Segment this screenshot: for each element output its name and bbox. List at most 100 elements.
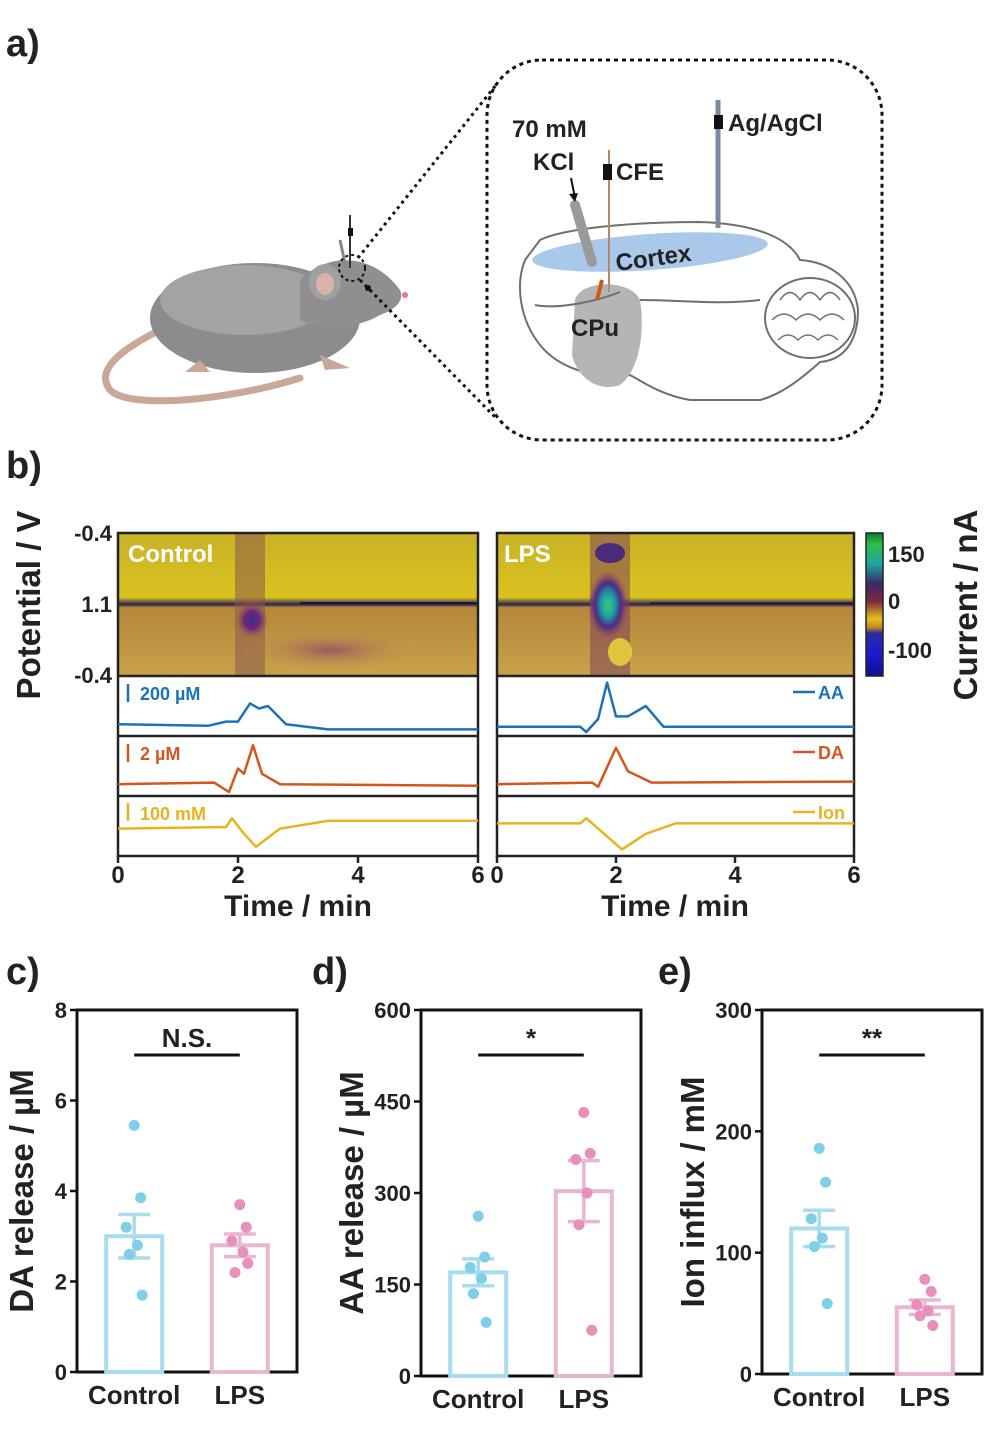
y-tick-label: 6 — [55, 1089, 67, 1114]
data-point-lps — [911, 1299, 923, 1311]
data-point-control — [472, 1210, 484, 1222]
data-point-control — [464, 1261, 476, 1273]
time-tick-label: 0 — [111, 862, 124, 889]
heatmap-lps — [497, 533, 854, 676]
data-point-lps — [914, 1310, 926, 1322]
y-tick-label: 0 — [55, 1360, 67, 1385]
data-point-lps — [226, 1235, 238, 1247]
trace-layer — [117, 681, 855, 851]
trace-da-lps — [496, 746, 855, 789]
data-point-lps — [927, 1319, 939, 1331]
y-tick-label: 100 — [715, 1241, 752, 1266]
data-point-lps — [925, 1285, 937, 1297]
data-point-control — [821, 1298, 833, 1310]
bar-control — [789, 1226, 850, 1377]
cpu-label: CPu — [571, 315, 619, 342]
trace-aa-lps — [497, 681, 854, 734]
data-point-control — [805, 1213, 817, 1225]
time-tick-label: 0 — [490, 862, 503, 889]
data-point-lps — [578, 1106, 590, 1118]
data-point-lps — [237, 1246, 249, 1258]
y-axis-label: Ion influx / mM — [674, 1077, 711, 1308]
data-point-lps — [234, 1199, 246, 1211]
kcl-concentration-label: 70 mM — [512, 116, 587, 143]
heatmap-title-control: Control — [128, 541, 213, 568]
control-panel-frame — [116, 531, 480, 858]
y-axis-label: DA release / µM — [3, 1069, 40, 1312]
time-tick-label: 4 — [728, 862, 742, 889]
trace-aa-control — [117, 702, 478, 731]
data-point-control — [120, 1221, 132, 1233]
bar-control — [448, 1270, 509, 1379]
y-tick-label: 2 — [55, 1270, 67, 1295]
y-tick-label: 450 — [374, 1090, 411, 1115]
colorbar — [865, 532, 884, 677]
panel-label-b: b) — [6, 445, 42, 487]
colorbar-axis-label: Current / nA — [947, 510, 984, 701]
cfe-label: CFE — [616, 159, 664, 186]
data-point-control — [480, 1316, 492, 1328]
y-tick-label: 4 — [55, 1179, 68, 1204]
heatmap-title-lps: LPS — [504, 541, 551, 568]
heatmap-control — [118, 533, 478, 676]
data-point-lps — [581, 1187, 593, 1199]
data-point-control — [479, 1251, 491, 1263]
colorbar-tick-neg100: -100 — [888, 638, 932, 663]
panel-label-d: d) — [312, 951, 348, 993]
x-category-label: Control — [88, 1380, 180, 1410]
bar-charts-layer: 0 2 4 6 8 DA release / µM Control LPS N.S. 0 150 30… — [3, 998, 984, 1414]
bar-chart-0: 0 2 4 6 8 DA release / µM Control LPS N.S. — [3, 998, 299, 1410]
legend-aa: AA — [818, 683, 844, 703]
data-point-control — [131, 1239, 143, 1251]
mouse-illustration — [102, 215, 408, 405]
data-point-lps — [584, 1147, 596, 1159]
data-point-lps — [919, 1273, 931, 1285]
bar-chart-2: 0 100 200 300 Ion influx / mM Control LPS ** — [674, 998, 984, 1412]
trace-ion-control — [117, 816, 478, 849]
y-tick-label: 0 — [399, 1364, 411, 1389]
time-tick-label: 2 — [231, 862, 244, 889]
brain-callout-box — [485, 58, 884, 442]
scale-bar-da: 2 µM — [140, 744, 180, 764]
legend-da: DA — [818, 743, 844, 763]
y-axis-label: AA release / µM — [333, 1071, 370, 1314]
data-point-control — [467, 1288, 479, 1300]
data-point-control — [128, 1119, 140, 1131]
y-tick-label: 8 — [55, 998, 67, 1023]
scale-bar-aa: 200 µM — [140, 684, 200, 704]
significance-label: * — [526, 1023, 537, 1053]
trace-ion-lps — [497, 816, 854, 851]
brain-section — [519, 100, 860, 401]
bar-lps — [209, 1243, 270, 1375]
potential-tick-top: -0.4 — [74, 521, 113, 546]
panel-label-e: e) — [658, 951, 692, 993]
data-point-control — [813, 1142, 825, 1154]
x-category-label: Control — [773, 1382, 865, 1412]
time-axis-label-control: Time / min — [224, 890, 372, 923]
plot-frame — [75, 1008, 299, 1374]
data-point-lps — [242, 1257, 254, 1269]
data-point-lps — [586, 1324, 598, 1336]
y-tick-label: 150 — [374, 1273, 411, 1298]
time-tick-label: 4 — [351, 862, 365, 889]
zoom-line-bottom — [358, 278, 498, 420]
x-category-label: LPS — [215, 1380, 266, 1410]
lps-panel-frame — [495, 531, 856, 858]
plot-frame — [760, 1008, 984, 1376]
y-tick-label: 300 — [715, 998, 752, 1023]
y-tick-label: 0 — [740, 1362, 752, 1387]
data-point-lps — [573, 1219, 585, 1231]
y-tick-label: 200 — [715, 1119, 752, 1144]
data-point-lps — [922, 1305, 934, 1317]
x-category-label: LPS — [559, 1384, 610, 1414]
scale-bar-ion: 100 mM — [140, 804, 206, 824]
data-point-lps — [229, 1266, 241, 1278]
y-tick-label: 600 — [374, 998, 411, 1023]
colorbar-tick-0: 0 — [888, 589, 900, 614]
data-point-control — [135, 1192, 147, 1204]
y-tick-label: 300 — [374, 1181, 411, 1206]
data-point-lps — [240, 1221, 252, 1233]
zoom-line-top — [356, 84, 498, 259]
